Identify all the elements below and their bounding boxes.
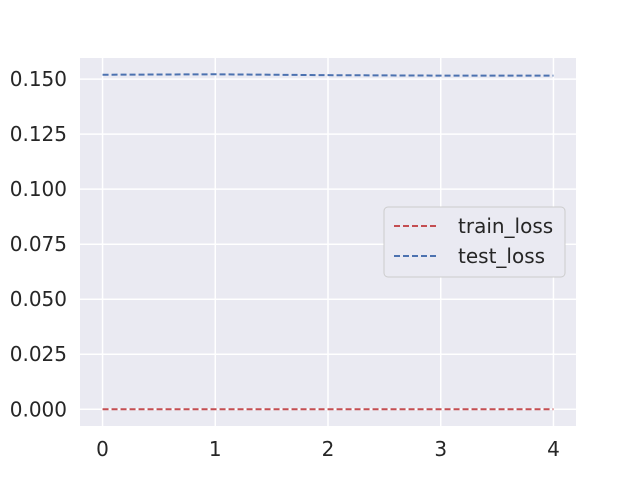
y-tick-label: 0.075 <box>10 232 67 256</box>
y-tick-label: 0.025 <box>10 342 67 366</box>
series-line-test-loss <box>102 73 554 77</box>
legend-label-train-loss: train_loss <box>458 214 553 238</box>
y-tick-label: 0.000 <box>10 397 67 421</box>
y-tick-label: 0.100 <box>10 177 67 201</box>
y-tick-label: 0.050 <box>10 287 67 311</box>
x-tick-label: 1 <box>209 437 222 461</box>
series-layer <box>102 73 554 411</box>
legend: train_loss test_loss <box>383 206 566 278</box>
y-tick-label: 0.125 <box>10 122 67 146</box>
x-tick-label: 4 <box>547 437 560 461</box>
x-tick-label: 3 <box>434 437 447 461</box>
legend-label-test-loss: test_loss <box>458 244 545 268</box>
x-tick-label: 2 <box>322 437 335 461</box>
x-axis-ticks: 0 1 2 3 4 <box>96 437 560 461</box>
y-tick-label: 0.150 <box>10 67 67 91</box>
legend-box <box>383 206 566 278</box>
y-axis-ticks: 0.000 0.025 0.050 0.075 0.100 0.125 0.150 <box>10 67 67 421</box>
x-tick-label: 0 <box>96 437 109 461</box>
